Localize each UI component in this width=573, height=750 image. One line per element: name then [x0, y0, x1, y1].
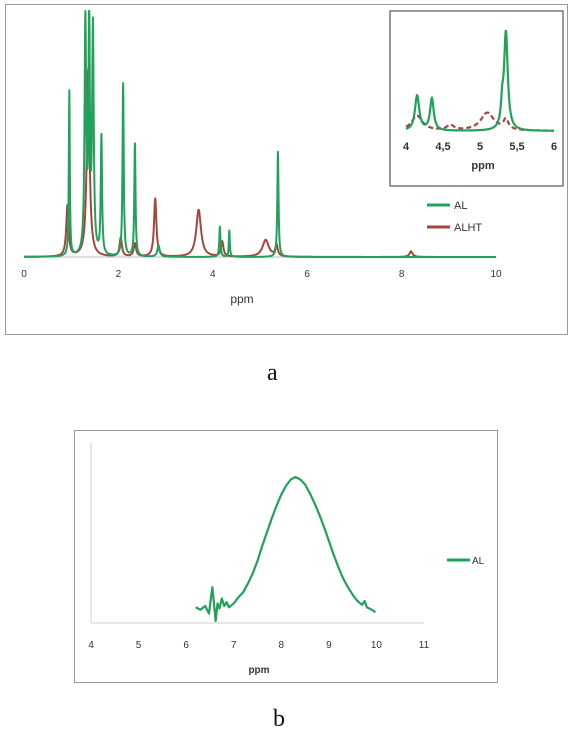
inset-chart: 4 4,5 5 5,5 6 ppm [389, 10, 564, 187]
inset-x-tick-label: 6 [551, 141, 557, 153]
legend-label-alht: ALHT [454, 222, 482, 234]
x-tick-label: 6 [304, 269, 310, 280]
series-line-al [195, 475, 377, 623]
x-axis-label: ppm [230, 292, 253, 306]
x-tick-label: 8 [279, 640, 285, 651]
inset-x-tick-label: 5 [477, 141, 483, 153]
panel-label-a: a [267, 360, 278, 386]
x-tick-label: 5 [136, 640, 142, 651]
inset-x-tick-label: 4,5 [435, 141, 450, 153]
x-tick-label: 6 [183, 640, 189, 651]
x-tick-label: 9 [326, 640, 332, 651]
chart-a-frame: 0 2 4 6 8 10 ppm AL ALHT 4 4,5 5 5,5 6 ppm [5, 4, 568, 335]
x-tick-label: 10 [490, 269, 502, 280]
inset-series-line-al [405, 29, 554, 132]
x-tick-label: 2 [116, 269, 122, 280]
legend-label-al: AL [472, 556, 485, 567]
legend-label-al: AL [454, 200, 467, 212]
inset-x-tick-label: 4 [403, 141, 410, 153]
x-tick-label: 11 [419, 640, 430, 651]
x-tick-label: 4 [210, 269, 216, 280]
chart-b-frame: 4 5 6 7 8 9 10 11 ppm AL [74, 430, 498, 683]
series-line-al [23, 10, 497, 258]
x-axis-label: ppm [248, 665, 269, 676]
x-tick-label: 8 [399, 269, 405, 280]
panel-label-b: b [273, 706, 285, 732]
x-tick-label: 7 [231, 640, 237, 651]
x-tick-label: 10 [371, 640, 383, 651]
chart-b-svg: 4 5 6 7 8 9 10 11 ppm AL [88, 443, 485, 676]
chart-a-svg: 0 2 4 6 8 10 ppm AL ALHT 4 4,5 5 5,5 6 ppm [21, 10, 564, 306]
x-tick-label: 0 [21, 269, 27, 280]
inset-x-tick-label: 5,5 [509, 141, 524, 153]
inset-x-axis-label: ppm [471, 160, 494, 172]
x-tick-label: 4 [88, 640, 94, 651]
